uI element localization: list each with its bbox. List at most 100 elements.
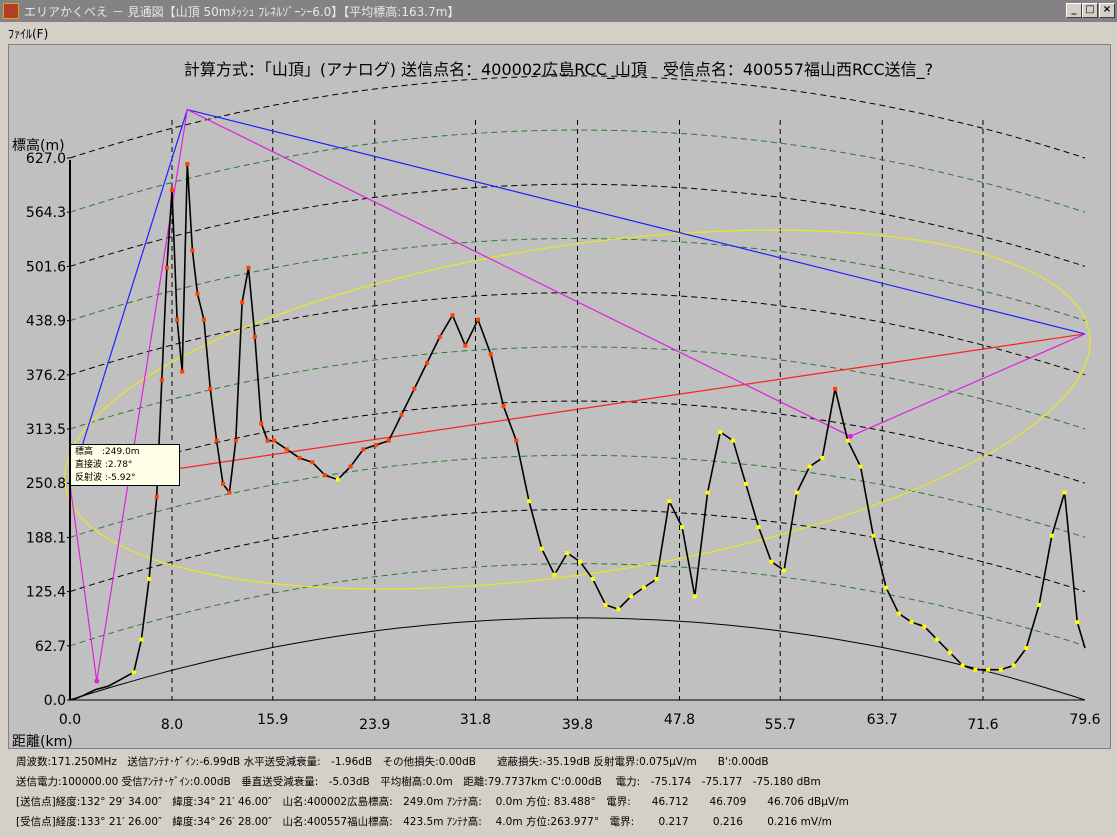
terrain-sample-point	[185, 162, 190, 167]
terrain-sample-point	[1062, 490, 1067, 495]
terrain-sample-point	[935, 637, 940, 642]
terrain-sample-point	[297, 455, 302, 460]
terrain-sample-point	[718, 430, 723, 435]
y-tick-label: 438.9	[26, 314, 66, 330]
terrain-sample-point	[195, 291, 200, 296]
y-tick-label: 188.1	[26, 530, 66, 546]
terrain-sample-point	[960, 663, 965, 668]
terrain-sample-point	[871, 533, 876, 538]
terrain-sample-point	[265, 438, 270, 443]
terrain-sample-point	[833, 386, 838, 391]
x-axis-label: 距離(km)	[12, 733, 73, 750]
terrain-sample-point	[1011, 663, 1016, 668]
terrain-sample-point	[221, 481, 226, 486]
close-button[interactable]: ×	[1099, 3, 1115, 18]
terrain-line	[69, 164, 1086, 701]
terrain-sample-point	[201, 317, 206, 322]
terrain-sample-point	[240, 300, 245, 305]
footer-row-3: [送信点]経度:132° 29′ 34.00″ 緯度:34° 21′ 46.00…	[16, 796, 849, 808]
terrain-sample-point	[743, 481, 748, 486]
terrain-sample-point	[1037, 602, 1042, 607]
elevation-curve	[69, 238, 1086, 322]
terrain-sample-point	[323, 473, 328, 478]
x-tick-label: 15.9	[257, 712, 288, 728]
terrain-sample-point	[998, 667, 1003, 672]
terrain-sample-point	[986, 667, 991, 672]
terrain-profile	[69, 162, 1086, 701]
elevation-curve	[69, 563, 1086, 647]
terrain-sample-point	[501, 404, 506, 409]
minimize-button[interactable]: _	[1066, 3, 1082, 18]
point-tooltip: 標高 :249.0m 直接波 :2.78° 反射波 :-5.92°	[70, 444, 180, 486]
menu-file[interactable]: ﾌｧｲﾙ(F)	[8, 27, 49, 41]
terrain-sample-point	[139, 637, 144, 642]
reflection-point	[94, 678, 100, 684]
elevation-curve	[69, 509, 1086, 593]
terrain-sample-point	[214, 438, 219, 443]
y-axis-label: 標高(m)	[12, 137, 65, 154]
terrain-sample-point	[335, 477, 340, 482]
x-tick-label: 0.0	[59, 712, 81, 728]
x-tick-label: 23.9	[359, 717, 390, 733]
terrain-sample-point	[227, 490, 232, 495]
y-tick-label: 564.3	[26, 205, 66, 221]
terrain-sample-point	[476, 317, 481, 322]
x-tick-label: 71.6	[967, 717, 998, 733]
direct-path-line	[69, 333, 1086, 486]
terrain-sample-point	[705, 490, 710, 495]
terrain-sample-point	[539, 546, 544, 551]
terrain-sample-point	[180, 369, 185, 374]
terrain-sample-point	[590, 576, 595, 581]
terrain-sample-point	[175, 317, 180, 322]
terrain-sample-point	[603, 602, 608, 607]
terrain-sample-point	[578, 559, 583, 564]
terrain-sample-point	[208, 386, 213, 391]
earth-surface-curve	[69, 617, 1086, 701]
terrain-sample-point	[259, 421, 264, 426]
terrain-sample-point	[284, 447, 289, 452]
terrain-sample-point	[896, 611, 901, 616]
tooltip-reflect-angle: 反射波 :-5.92°	[75, 473, 136, 483]
terrain-sample-point	[190, 248, 195, 253]
terrain-sample-point	[527, 499, 532, 504]
y-tick-label: 250.8	[26, 476, 66, 492]
terrain-sample-point	[154, 494, 159, 499]
terrain-sample-point	[272, 438, 277, 443]
terrain-sample-point	[131, 670, 136, 675]
chart-grid	[171, 120, 984, 700]
x-tick-label: 79.6	[1069, 712, 1100, 728]
y-tick-label: 0.0	[44, 693, 66, 709]
terrain-sample-point	[361, 447, 366, 452]
terrain-sample-point	[769, 559, 774, 564]
terrain-sample-point	[973, 667, 978, 672]
terrain-sample-point	[412, 386, 417, 391]
terrain-sample-point	[807, 464, 812, 469]
elevation-curve	[69, 400, 1086, 484]
footer-row-1: 周波数:171.250MHz 送信ｱﾝﾃﾅ･ｹﾞｲﾝ:-6.99dB 水平送受減…	[16, 756, 769, 768]
terrain-sample-point	[922, 624, 927, 629]
x-tick-label: 55.7	[765, 717, 796, 733]
terrain-sample-point	[654, 576, 659, 581]
x-tick-label: 31.8	[460, 712, 491, 728]
x-tick-label: 8.0	[161, 717, 183, 733]
chart-axes: 0.0 62.7 125.4 188.1 250.8 313.5 376.2 438.9 501…	[26, 151, 1101, 733]
terrain-sample-point	[909, 620, 914, 625]
terrain-sample-point	[246, 265, 251, 270]
terrain-sample-point	[450, 313, 455, 318]
title-bar: エリアかくべえ － 見通図【山頂 50mﾒｯｼｭ ﾌﾚﾈﾙｿﾞｰﾝｰ6.0】【平…	[0, 0, 1117, 22]
chart-panel	[8, 44, 1111, 749]
y-tick-label: 125.4	[26, 585, 66, 601]
reflection-point	[847, 433, 853, 439]
maximize-button[interactable]: □	[1082, 3, 1098, 18]
y-tick-label: 313.5	[26, 422, 66, 438]
terrain-sample-point	[794, 490, 799, 495]
terrain-sample-point	[641, 585, 646, 590]
tooltip-direct-angle: 直接波 :2.78°	[75, 460, 133, 470]
elevation-curve	[69, 75, 1086, 159]
y-tick-label: 62.7	[35, 639, 66, 655]
elevation-curve	[69, 292, 1086, 376]
terrain-sample-point	[386, 438, 391, 443]
terrain-sample-point	[820, 455, 825, 460]
window-title: エリアかくべえ － 見通図【山頂 50mﾒｯｼｭ ﾌﾚﾈﾙｿﾞｰﾝｰ6.0】【平…	[24, 5, 460, 19]
footer-row-2: 送信電力:100000.00 受信ｱﾝﾃﾅ･ｹﾞｲﾝ:0.00dB 垂直送受減衰…	[16, 776, 821, 788]
